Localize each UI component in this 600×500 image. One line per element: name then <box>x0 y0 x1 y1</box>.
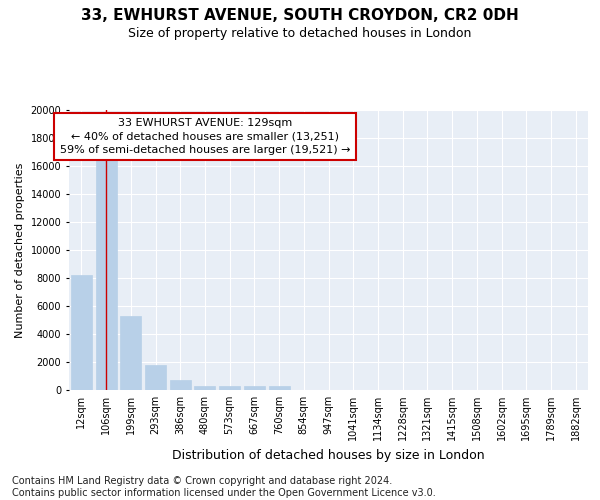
Bar <box>145 365 166 390</box>
Bar <box>95 158 116 390</box>
Text: 33, EWHURST AVENUE, SOUTH CROYDON, CR2 0DH: 33, EWHURST AVENUE, SOUTH CROYDON, CR2 0… <box>81 8 519 22</box>
Bar <box>71 275 92 390</box>
Text: Contains HM Land Registry data © Crown copyright and database right 2024.
Contai: Contains HM Land Registry data © Crown c… <box>12 476 436 498</box>
Bar <box>219 386 240 390</box>
Bar <box>194 386 215 390</box>
Bar <box>244 386 265 390</box>
Bar <box>269 386 290 390</box>
Text: Size of property relative to detached houses in London: Size of property relative to detached ho… <box>128 28 472 40</box>
X-axis label: Distribution of detached houses by size in London: Distribution of detached houses by size … <box>172 448 485 462</box>
Text: 33 EWHURST AVENUE: 129sqm
← 40% of detached houses are smaller (13,251)
59% of s: 33 EWHURST AVENUE: 129sqm ← 40% of detac… <box>59 118 350 155</box>
Y-axis label: Number of detached properties: Number of detached properties <box>15 162 25 338</box>
Bar <box>120 316 141 390</box>
Bar <box>170 380 191 390</box>
